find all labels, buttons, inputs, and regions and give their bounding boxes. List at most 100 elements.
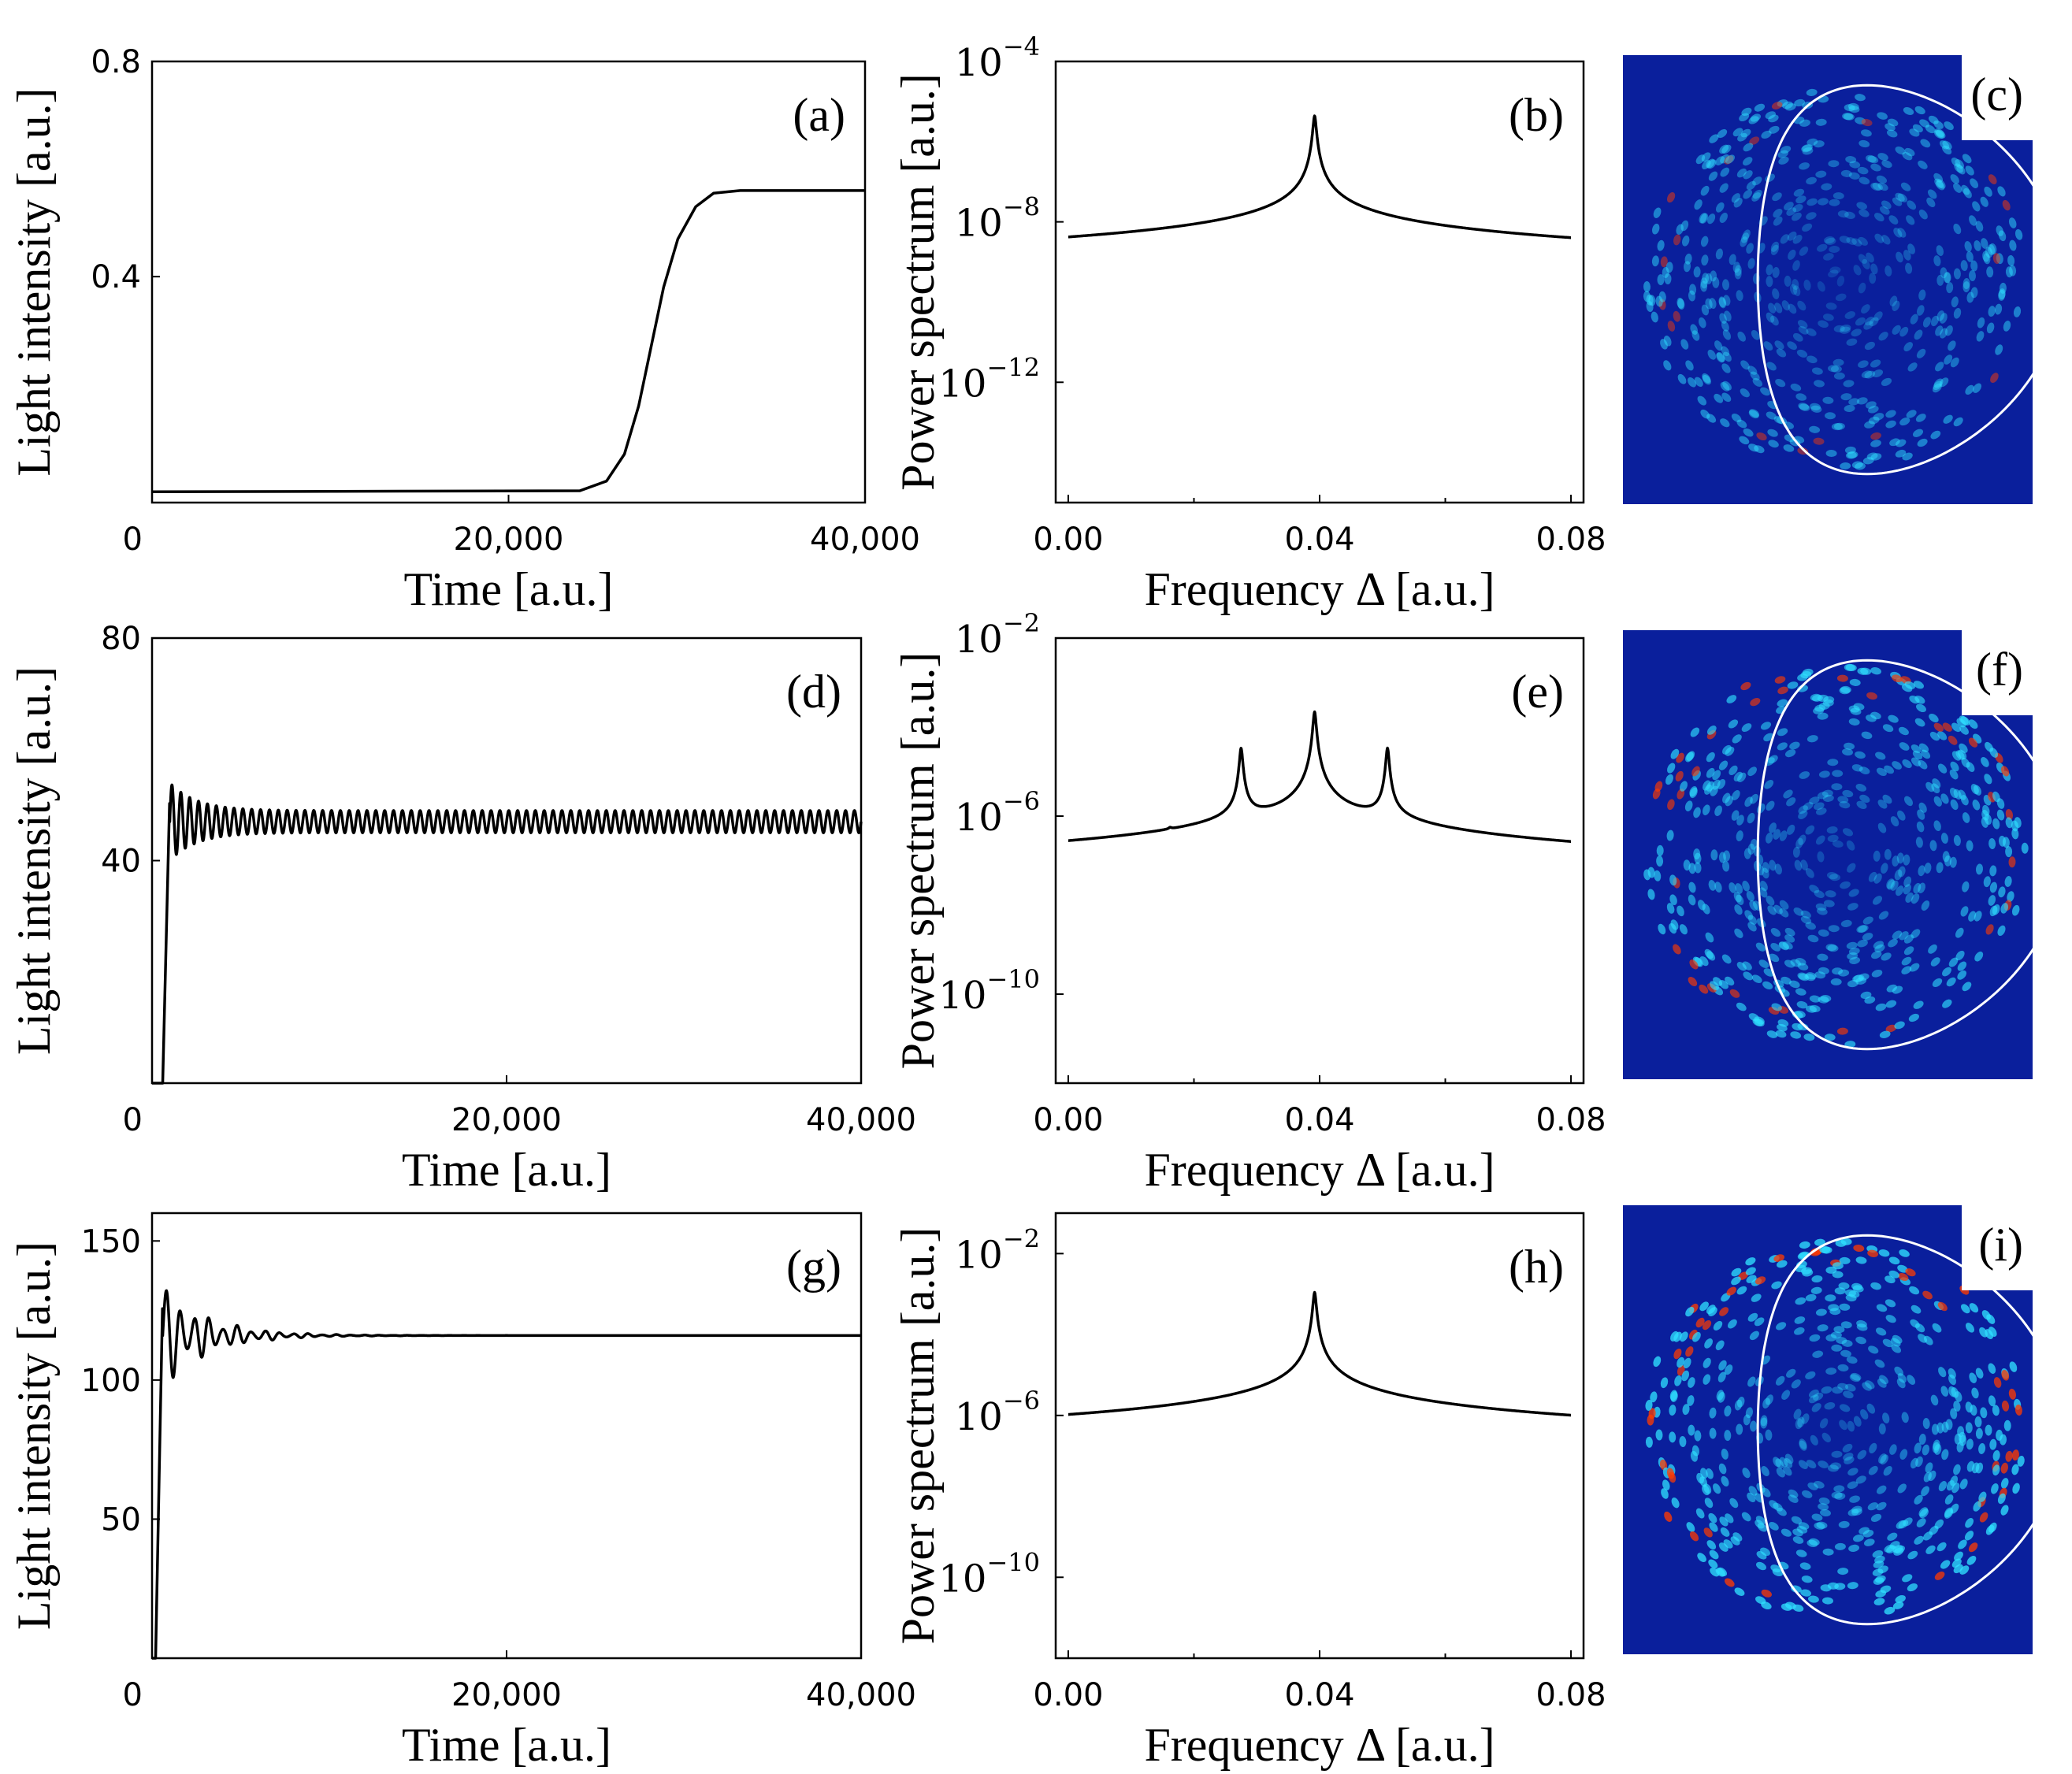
mode-spot bbox=[1729, 989, 1740, 998]
mode-spot bbox=[1673, 1349, 1682, 1360]
mode-spot bbox=[1856, 202, 1867, 210]
mode-spot bbox=[1787, 231, 1797, 241]
mode-spot bbox=[1694, 377, 1703, 388]
mode-spot bbox=[1716, 1390, 1725, 1401]
mode-spot bbox=[1972, 201, 1981, 212]
mode-spot bbox=[1707, 213, 1716, 225]
y-tick-label: 150 bbox=[81, 1223, 141, 1260]
mode-spot bbox=[1784, 1453, 1794, 1464]
mode-spot bbox=[1870, 183, 1881, 191]
mode-spot bbox=[1766, 896, 1775, 906]
mode-spot bbox=[1899, 742, 1910, 751]
mode-spot bbox=[1981, 757, 1989, 767]
mode-spot bbox=[1897, 1373, 1907, 1383]
mode-spot bbox=[1918, 865, 1925, 877]
mode-spot bbox=[1810, 1434, 1818, 1446]
mode-spot bbox=[1948, 957, 1959, 967]
mode-spot bbox=[1709, 1549, 1719, 1560]
mode-spot bbox=[1786, 207, 1797, 216]
mode-spot bbox=[1837, 1364, 1849, 1371]
mode-spot bbox=[1814, 890, 1825, 898]
mode-spot bbox=[1736, 894, 1744, 905]
mode-spot bbox=[1924, 863, 1932, 874]
mode-spot bbox=[1806, 88, 1818, 96]
mode-spot bbox=[1873, 1598, 1885, 1605]
mode-spot bbox=[1786, 824, 1795, 835]
mode-spot bbox=[1903, 946, 1914, 956]
map-corner bbox=[1962, 1204, 2037, 1290]
mode-spot bbox=[1938, 1367, 1947, 1378]
mode-spot bbox=[1858, 139, 1870, 148]
mode-spot bbox=[1763, 341, 1773, 351]
mode-spot bbox=[1925, 124, 1936, 134]
mode-spot bbox=[1847, 952, 1858, 960]
mode-spot bbox=[1942, 145, 1952, 155]
mode-spot bbox=[1925, 781, 1935, 792]
mode-spot bbox=[1894, 869, 1903, 881]
mode-spot bbox=[1660, 1377, 1669, 1389]
mode-spot bbox=[1788, 303, 1797, 314]
mode-spot bbox=[1950, 1503, 1959, 1514]
mode-spot bbox=[1902, 1574, 1913, 1583]
mode-spot bbox=[1980, 196, 1988, 207]
mode-spot bbox=[1783, 1466, 1792, 1476]
mode-spot bbox=[1897, 193, 1908, 202]
mode-spot bbox=[2012, 1483, 2020, 1494]
mode-spot bbox=[1980, 1407, 1988, 1419]
mode-spot bbox=[1948, 340, 1956, 351]
mode-spot bbox=[1809, 1334, 1821, 1342]
mode-spot bbox=[1704, 1498, 1714, 1509]
mode-spot bbox=[1910, 744, 1922, 754]
mode-spot bbox=[1761, 1466, 1769, 1476]
mode-spot bbox=[1932, 1323, 1942, 1333]
mode-spot bbox=[1976, 331, 1985, 342]
mode-spot bbox=[1933, 120, 1944, 129]
mode-spot bbox=[1767, 905, 1777, 915]
mode-spot bbox=[1957, 961, 1967, 971]
mode-spot bbox=[1658, 923, 1666, 935]
mode-spot bbox=[1837, 1568, 1849, 1575]
mode-spot bbox=[1849, 1495, 1860, 1503]
mode-spot bbox=[1966, 251, 1974, 262]
plot-frame bbox=[150, 60, 867, 504]
mode-spot bbox=[1845, 1383, 1856, 1392]
mode-spot bbox=[1747, 366, 1758, 375]
mode-spot bbox=[1736, 1002, 1747, 1011]
mode-spot bbox=[2021, 842, 2029, 854]
mode-spot bbox=[1909, 963, 1920, 972]
mode-spot bbox=[1936, 179, 1946, 189]
mode-spot bbox=[1735, 883, 1743, 894]
mode-spot bbox=[1754, 445, 1765, 454]
mode-spot bbox=[1872, 896, 1883, 905]
mode-spot bbox=[1845, 451, 1857, 459]
mode-spot bbox=[1940, 313, 1948, 324]
mode-spot bbox=[1914, 1494, 1923, 1505]
mode-spot bbox=[1817, 953, 1829, 961]
mode-spot bbox=[1874, 1359, 1885, 1368]
mode-spot bbox=[1742, 881, 1750, 892]
mode-spot bbox=[1942, 851, 1950, 863]
mode-spot bbox=[1929, 731, 1940, 741]
mode-spot bbox=[1815, 170, 1827, 178]
mode-spot bbox=[1728, 719, 1739, 729]
mode-spot bbox=[1817, 792, 1829, 800]
mode-spot bbox=[1797, 963, 1809, 971]
mode-spot bbox=[1847, 1509, 1859, 1516]
mode-spot bbox=[1708, 1512, 1717, 1523]
mode-spot bbox=[1708, 1307, 1717, 1317]
mode-spot bbox=[1794, 1316, 1806, 1324]
x-tick-label: 0.00 bbox=[1033, 1677, 1103, 1713]
mode-spot bbox=[1860, 129, 1872, 137]
mode-spot bbox=[1982, 804, 1990, 816]
mode-spot bbox=[1799, 1241, 1810, 1249]
panel-label: (b) bbox=[1509, 89, 1564, 141]
mode-spot bbox=[1888, 215, 1899, 225]
mode-spot bbox=[1880, 1454, 1889, 1465]
mode-spot bbox=[1971, 1387, 1979, 1399]
mode-spot bbox=[1901, 956, 1912, 966]
mode-spot bbox=[1721, 1448, 1729, 1460]
mode-spot bbox=[1881, 160, 1892, 169]
mode-spot bbox=[1695, 1508, 1705, 1519]
mode-spot bbox=[1792, 212, 1802, 221]
mode-spot bbox=[1979, 1327, 1988, 1338]
